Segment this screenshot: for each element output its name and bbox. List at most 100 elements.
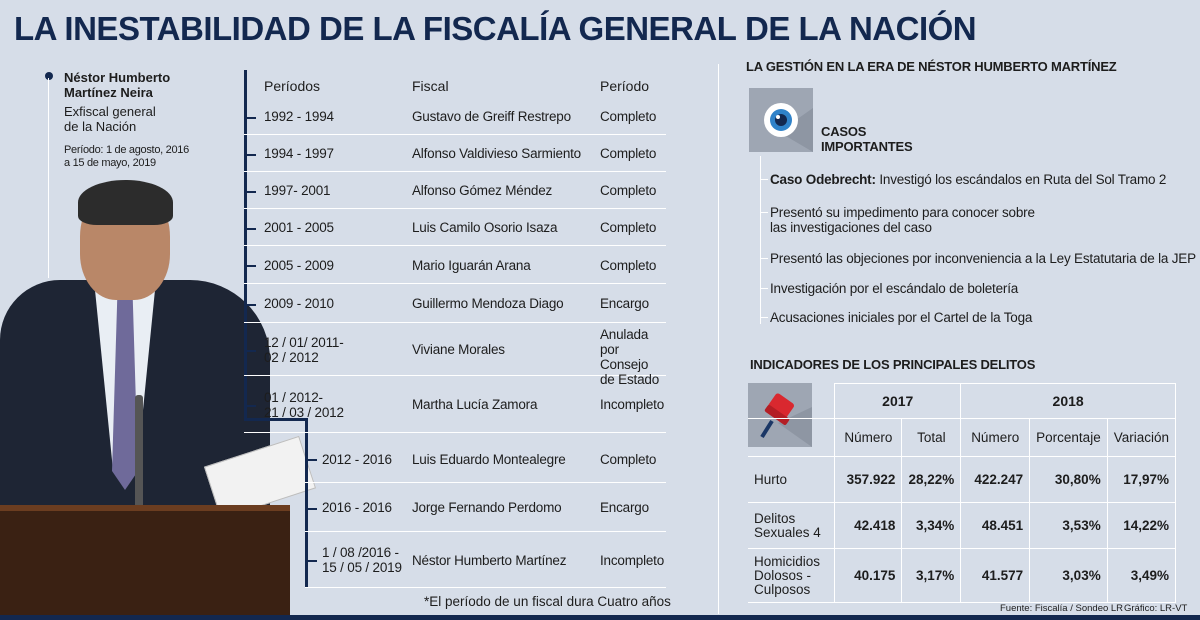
row-fiscal-name: Guillermo Mendoza Diago (412, 296, 564, 311)
cell-total-2017: 3,34% (901, 502, 962, 549)
row-status: Completo (600, 257, 657, 273)
eye-icon (764, 103, 813, 152)
timeline-tick (246, 227, 256, 230)
source-note: Fuente: Fiscalía / Sondeo LR (1000, 603, 1124, 614)
cases-bracket (760, 156, 761, 324)
row-status: Completo (600, 183, 657, 198)
year-header-2017: 2017 (834, 383, 962, 419)
timeline-line-lower (305, 418, 308, 588)
col-header-number-2018: Número (960, 418, 1031, 457)
case-item-bold: Caso Odebrecht: (770, 172, 876, 187)
cell-variation: 14,22% (1106, 502, 1177, 549)
person-name-line2: Martínez Neira (64, 85, 153, 100)
case-item: Presentó las objeciones por inconvenienc… (760, 251, 1196, 266)
row-separator (244, 171, 666, 172)
section-divider (718, 64, 719, 614)
row-separator (305, 587, 666, 588)
col-header-number-2017: Número (834, 418, 903, 457)
row-fiscal-name: Luis Camilo Osorio Isaza (412, 220, 558, 235)
case-item: Caso Odebrecht: Investigó los escándalos… (760, 172, 1167, 187)
person-role-line2: de la Nación (64, 119, 137, 134)
cell-number-2018: 41.577 (960, 548, 1031, 603)
row-dates: 2012 - 2016 (322, 451, 392, 467)
year-header-2018: 2018 (960, 383, 1176, 419)
cases-title: CASOS IMPORTANTES (821, 124, 913, 154)
crime-label: Homicidios Dolosos - Culposos (748, 548, 836, 603)
cases-title-line1: CASOS (821, 124, 867, 139)
person-name-line1: Néstor Humberto (64, 70, 171, 85)
timeline-tick (246, 265, 256, 267)
cell-total-2017: 3,17% (901, 548, 962, 603)
row-status: Completo (600, 220, 657, 235)
crimes-heading: INDICADORES DE LOS PRINCIPALES DELITOS (750, 357, 1036, 372)
person-info: Néstor Humberto Martínez Neira Exfiscal … (64, 70, 234, 170)
person-role-line1: Exfiscal general (64, 104, 156, 119)
timeline-row: 1992 - 1994 Gustavo de Greiff Restrepo Com… (244, 98, 666, 135)
portrait-photo (0, 175, 317, 620)
timeline-tick (246, 404, 256, 407)
timeline-row: 2009 - 2010 Guillermo Mendoza Diago Encarg… (244, 284, 666, 323)
person-marker-dot (45, 72, 53, 80)
table-row: Delitos Sexuales 4 42.418 3,34% 48.451 3,53%… (748, 502, 1177, 549)
cell-number-2017: 357.922 (834, 456, 903, 503)
timeline-tick (307, 459, 317, 461)
cell-variation: 3,49% (1106, 548, 1177, 603)
row-status: Completo (600, 146, 657, 161)
case-tick (760, 317, 768, 318)
timeline-tick (246, 303, 256, 306)
main-title-right: DE LA NACIÓN (745, 10, 977, 47)
row-fiscal-name: Viviane Morales (412, 342, 505, 357)
cell-number-2017: 40.175 (834, 548, 903, 603)
person-pointer-line (48, 78, 49, 278)
row-dates: 1997- 2001 (264, 183, 331, 198)
case-item: Investigación por el escándalo de bolete… (760, 281, 1019, 296)
timeline-tick (307, 507, 317, 510)
row-dates: 2009 - 2010 (264, 296, 334, 311)
case-tick (760, 288, 768, 289)
crime-rows: Hurto 357.922 28,22% 422.247 30,80% 17,97% Del… (748, 456, 1177, 603)
row-fiscal-name: Alfonso Valdivieso Sarmiento (412, 146, 581, 161)
row-fiscal-name: Luis Eduardo Montealegre (412, 451, 566, 467)
case-item-text: Investigó los escándalos en Ruta del Sol… (875, 172, 1167, 187)
cell-total-2017: 28,22% (901, 456, 962, 503)
row-dates: 1 / 08 /2016 - 15 / 05 / 2019 (322, 545, 402, 575)
row-separator (244, 283, 666, 284)
row-status: Incompleto (600, 397, 665, 412)
person-period-line1: Período: 1 de agosto, 2016 (64, 144, 189, 156)
case-item: Acusaciones iniciales por el Cartel de l… (760, 310, 1032, 325)
timeline-tick (246, 349, 256, 352)
row-fiscal-name: Gustavo de Greiff Restrepo (412, 109, 571, 124)
row-status: Incompleto (600, 552, 665, 568)
timeline-row: 1994 - 1997 Alfonso Valdivieso Sarmiento C… (244, 135, 666, 172)
row-separator (244, 134, 666, 135)
main-title-left: LA INESTABILIDAD DE LA FISCALÍA GENERAL (14, 10, 737, 47)
case-item-text: Presentó las objeciones por inconvenienc… (770, 251, 1196, 266)
row-status: Completo (600, 109, 657, 124)
row-dates: 12 / 01/ 2011- 02 / 2012 (264, 334, 344, 365)
cell-variation: 17,97% (1106, 456, 1177, 503)
row-dates: 01 / 2012- 21 / 03 / 2012 (264, 389, 344, 420)
row-separator (305, 482, 666, 483)
row-status: Completo (600, 451, 657, 467)
timeline-row: 12 / 01/ 2011- 02 / 2012 Viviane Morales A… (244, 323, 666, 387)
row-separator (244, 322, 666, 323)
col-header-variation: Variación (1106, 418, 1177, 457)
case-item-text: Presentó su impedimento para conocer sob… (770, 205, 1035, 235)
case-item-text: Investigación por el escándalo de bolete… (770, 281, 1019, 296)
row-status: Encargo (600, 500, 649, 515)
table-row: Homicidios Dolosos - Culposos 40.175 3,17%… (748, 548, 1177, 603)
cell-number-2017: 42.418 (834, 502, 903, 549)
microphone (135, 395, 143, 515)
timeline-row: 2001 - 2005 Luis Camilo Osorio Isaza Compl… (244, 209, 666, 246)
row-separator (244, 432, 666, 433)
graphic-credit: Gráfico: LR-VT (1124, 603, 1188, 614)
row-separator (244, 375, 666, 376)
cell-percentage-2018: 30,80% (1029, 456, 1108, 503)
timeline-row: 01 / 2012- 21 / 03 / 2012 Martha Lucía Za… (244, 376, 666, 433)
col-header-fiscal: Fiscal (412, 78, 449, 94)
row-fiscal-name: Martha Lucía Zamora (412, 397, 538, 412)
cases-icon-box (749, 88, 813, 152)
timeline-row: 2016 - 2016 Jorge Fernando Perdomo Encargo (305, 483, 666, 532)
cell-percentage-2018: 3,03% (1029, 548, 1108, 603)
table-row: Hurto 357.922 28,22% 422.247 30,80% 17,97% (748, 456, 1177, 503)
